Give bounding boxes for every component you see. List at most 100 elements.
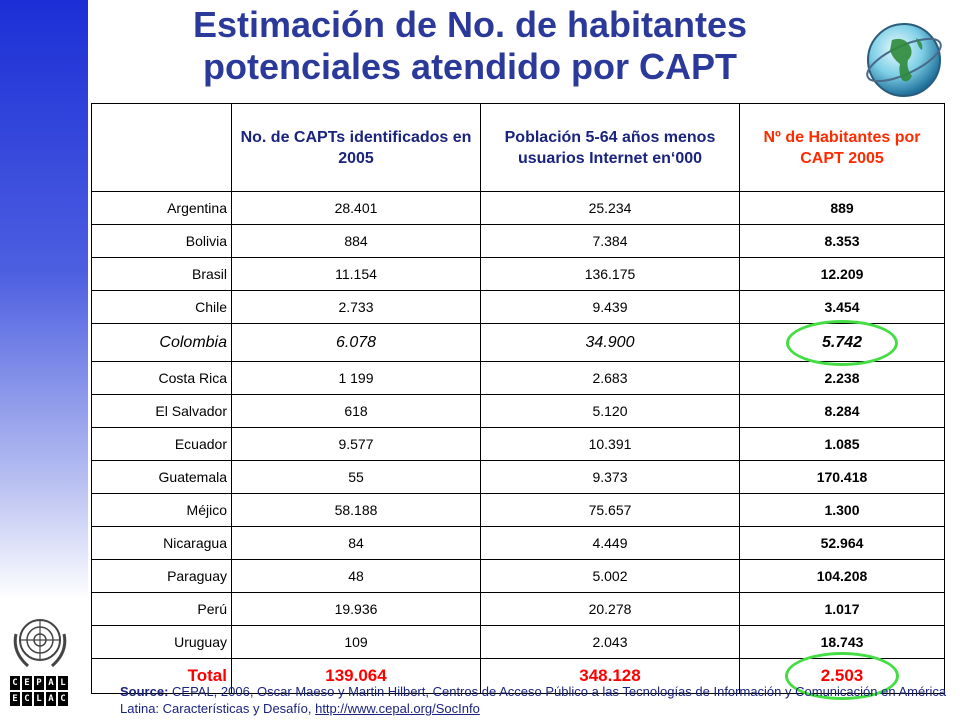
logo-letter: E — [10, 692, 20, 706]
cell-population: 7.384 — [480, 224, 740, 258]
cell-habitants: 3.454 — [739, 290, 945, 324]
cell-habitants: 1.017 — [739, 592, 945, 626]
cell-population: 5.120 — [480, 394, 740, 428]
table-row: Nicaragua 84 4.449 52.964 — [91, 526, 945, 560]
cell-capts: 618 — [231, 394, 481, 428]
cell-capts: 884 — [231, 224, 481, 258]
source-text: CEPAL, 2006, Oscar Maeso y Martin Hilber… — [120, 684, 947, 716]
cell-population: 5.002 — [480, 559, 740, 593]
cell-population: 2.683 — [480, 361, 740, 395]
header-population: Población 5-64 años menos usuarios Inter… — [480, 103, 740, 192]
cell-country: Chile — [91, 290, 232, 324]
header-capts: No. de CAPTs identificados en 2005 — [231, 103, 481, 192]
cell-habitants: 5.742 — [739, 319, 945, 366]
table-row: Méjico 58.188 75.657 1.300 — [91, 493, 945, 527]
logo-letter: P — [34, 676, 44, 690]
cell-capts: 55 — [231, 460, 481, 494]
cell-population: 4.449 — [480, 526, 740, 560]
globe-icon — [866, 23, 942, 97]
logo-letter: C — [10, 676, 20, 690]
logo-letter: C — [22, 692, 32, 706]
logo-letter: L — [58, 676, 68, 690]
cell-capts: 2.733 — [231, 290, 481, 324]
cell-habitants: 889 — [739, 191, 945, 225]
cell-capts: 9.577 — [231, 427, 481, 461]
source-note: Source: CEPAL, 2006, Oscar Maeso y Marti… — [120, 683, 950, 717]
cell-capts: 6.078 — [231, 323, 481, 362]
cell-habitants: 104.208 — [739, 559, 945, 593]
cell-capts: 84 — [231, 526, 481, 560]
cell-habitants: 170.418 — [739, 460, 945, 494]
table-row: Chile 2.733 9.439 3.454 — [91, 290, 945, 324]
table-row: Argentina 28.401 25.234 889 — [91, 191, 945, 225]
table-row: El Salvador 618 5.120 8.284 — [91, 394, 945, 428]
cell-habitants: 2.238 — [739, 361, 945, 395]
logo-letter: L — [34, 692, 44, 706]
cell-population: 34.900 — [480, 323, 740, 362]
un-emblem-icon — [13, 619, 67, 668]
cell-country: Nicaragua — [91, 526, 232, 560]
table-row: Costa Rica 1 199 2.683 2.238 — [91, 361, 945, 395]
table-row: Paraguay 48 5.002 104.208 — [91, 559, 945, 593]
title-line-2: potenciales atendido por CAPT — [202, 46, 738, 87]
logo-letter: A — [46, 676, 56, 690]
table-row: Brasil 11.154 136.175 12.209 — [91, 257, 945, 291]
table-row: Guatemala 55 9.373 170.418 — [91, 460, 945, 494]
cell-population: 9.373 — [480, 460, 740, 494]
cell-population: 136.175 — [480, 257, 740, 291]
cell-total-habitants: 2.503 — [739, 652, 945, 700]
table-row: Bolivia 884 7.384 8.353 — [91, 224, 945, 258]
cell-country: Méjico — [91, 493, 232, 527]
cell-country: Paraguay — [91, 559, 232, 593]
cell-capts: 58.188 — [231, 493, 481, 527]
cell-country: Bolivia — [91, 224, 232, 258]
table-header-row: No. de CAPTs identificados en 2005 Pobla… — [91, 103, 945, 192]
cell-capts: 11.154 — [231, 257, 481, 291]
cell-country: Ecuador — [91, 427, 232, 461]
cell-habitants: 8.284 — [739, 394, 945, 428]
cell-capts: 28.401 — [231, 191, 481, 225]
cell-habitants: 1.300 — [739, 493, 945, 527]
cell-capts: 48 — [231, 559, 481, 593]
table-row: Colombia 6.078 34.900 5.742 — [91, 319, 945, 366]
cell-population: 20.278 — [480, 592, 740, 626]
header-habitants: Nº de Habitantes por CAPT 2005 — [739, 103, 945, 192]
left-decorative-bar — [0, 0, 88, 600]
table-row: Ecuador 9.577 10.391 1.085 — [91, 427, 945, 461]
header-country — [91, 103, 232, 192]
source-link[interactable]: http://www.cepal.org/SocInfo — [315, 701, 480, 716]
table-row: Perú 19.936 20.278 1.017 — [91, 592, 945, 626]
cell-total-capts: 139.064 — [231, 658, 481, 694]
cell-country: Argentina — [91, 191, 232, 225]
logo-letter: E — [22, 676, 32, 690]
cell-country: Costa Rica — [91, 361, 232, 395]
cell-total-population: 348.128 — [480, 658, 740, 694]
title-line-1: Estimación de No. de habitantes — [192, 4, 748, 45]
source-label: Source: — [120, 684, 169, 699]
logo-letter: A — [46, 692, 56, 706]
cell-country: Uruguay — [91, 625, 232, 659]
cell-habitants: 1.085 — [739, 427, 945, 461]
cell-habitants: 12.209 — [739, 257, 945, 291]
cell-population: 10.391 — [480, 427, 740, 461]
cell-habitants: 8.353 — [739, 224, 945, 258]
slide-title: Estimación de No. de habitantes potencia… — [120, 4, 820, 88]
cell-country: Perú — [91, 592, 232, 626]
cell-capts: 109 — [231, 625, 481, 659]
cell-capts: 19.936 — [231, 592, 481, 626]
cell-country: Guatemala — [91, 460, 232, 494]
cell-population: 9.439 — [480, 290, 740, 324]
cell-population: 25.234 — [480, 191, 740, 225]
capt-table: No. de CAPTs identificados en 2005 Pobla… — [91, 103, 945, 700]
logo-letter: C — [58, 692, 68, 706]
cell-country: Colombia — [91, 323, 232, 362]
table-total-row: Total 139.064 348.128 2.503 — [91, 652, 945, 700]
highlight-circle-value: 2.503 — [785, 652, 899, 700]
cell-country: Brasil — [91, 257, 232, 291]
cell-country: El Salvador — [91, 394, 232, 428]
cell-capts: 1 199 — [231, 361, 481, 395]
cell-population: 75.657 — [480, 493, 740, 527]
